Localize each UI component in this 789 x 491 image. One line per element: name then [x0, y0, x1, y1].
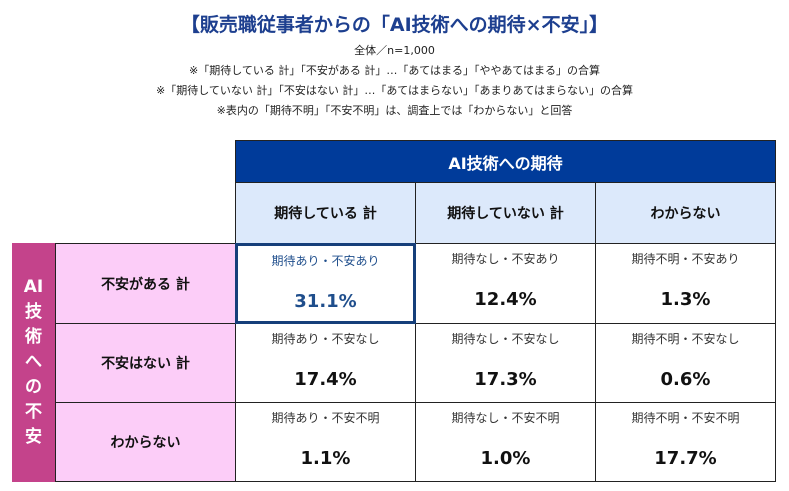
page-title: 【販売職従事者からの「AI技術への期待×不安」】: [180, 14, 609, 36]
note-not-expect: ※「期待していない 計」「不安はない 計」…「あてはまらない」「あまりあてはまら…: [156, 84, 633, 97]
cell-label: 期待あり・不安あり: [271, 254, 380, 268]
cell-value: 17.4%: [294, 369, 357, 390]
cell-value: 31.1%: [294, 291, 357, 312]
cell-label: 期待なし・不安あり: [451, 252, 560, 266]
cell-label: 期待あり・不安不明: [271, 411, 380, 425]
column-header: 期待していない 計: [415, 182, 596, 244]
sample-note: 全体／n=1,000: [354, 44, 435, 57]
table-cell: 期待なし・不安不明 1.0%: [415, 402, 596, 482]
note-expect: ※「期待している 計」「不安がある 計」…「あてはまる」「ややあてはまる」の合算: [189, 64, 600, 77]
table-cell: 期待あり・不安あり 31.1%: [235, 243, 416, 324]
table-cell: 期待なし・不安あり 12.4%: [415, 243, 596, 324]
cell-value: 17.7%: [654, 448, 717, 469]
column-group-header: AI技術への期待: [235, 140, 776, 183]
row-header: 不安はない 計: [55, 323, 236, 403]
cell-value: 1.0%: [480, 448, 531, 469]
table-cell: 期待あり・不安なし 17.4%: [235, 323, 416, 403]
cell-label: 期待不明・不安あり: [631, 252, 740, 266]
cell-label: 期待あり・不安なし: [271, 332, 380, 346]
cell-value: 1.3%: [660, 289, 711, 310]
cell-value: 12.4%: [474, 289, 537, 310]
table-cell: 期待不明・不安あり 1.3%: [595, 243, 776, 324]
table-cell: 期待あり・不安不明 1.1%: [235, 402, 416, 482]
row-header: 不安がある 計: [55, 243, 236, 324]
cell-label: 期待なし・不安不明: [451, 411, 560, 425]
note-unknown: ※表内の「期待不明」「不安不明」は、調査上では「わからない」と回答: [216, 104, 573, 117]
row-group-header: AI 技術への不安: [12, 243, 55, 482]
column-header: 期待している 計: [235, 182, 416, 244]
table-cell: 期待なし・不安なし 17.3%: [415, 323, 596, 403]
cell-label: 期待不明・不安なし: [631, 332, 740, 346]
cell-label: 期待不明・不安不明: [631, 411, 740, 425]
cell-value: 1.1%: [300, 448, 351, 469]
table-cell: 期待不明・不安不明 17.7%: [595, 402, 776, 482]
column-header: わからない: [595, 182, 776, 244]
table-cell: 期待不明・不安なし 0.6%: [595, 323, 776, 403]
cell-value: 0.6%: [660, 369, 711, 390]
cell-value: 17.3%: [474, 369, 537, 390]
row-header: わからない: [55, 402, 236, 482]
cell-label: 期待なし・不安なし: [451, 332, 560, 346]
row-group-label: AI 技術への不安: [23, 277, 44, 447]
